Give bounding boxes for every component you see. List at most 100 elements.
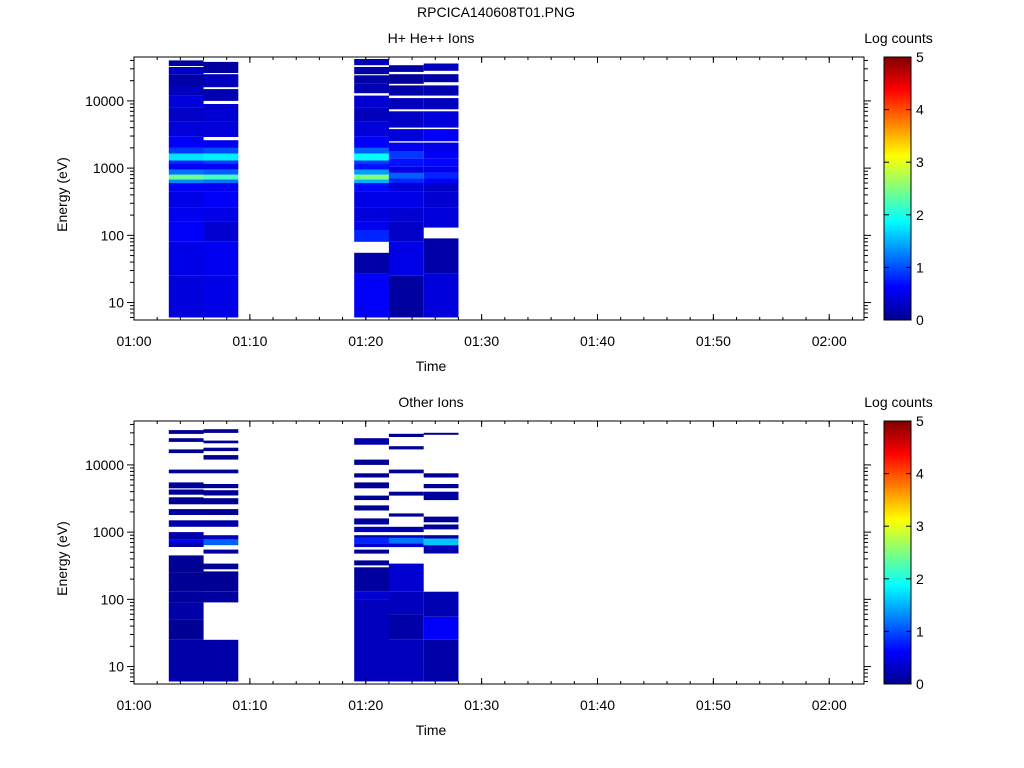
y-tick-label: 10000 [85,93,124,109]
heatmap-cell [388,433,424,437]
heatmap-cell [354,230,389,242]
heatmap-cell [354,67,389,75]
heatmap-cell [423,473,459,478]
heatmap-cell [423,524,459,530]
heatmap-cell [168,85,204,96]
heatmap-cell [168,555,204,573]
heatmap-cell [354,518,389,525]
heatmap-cell [423,549,459,554]
heatmap-cell [423,151,459,159]
heatmap-cell [168,639,204,682]
heatmap-cell [354,164,389,170]
colorbar-tick-label: 5 [916,49,924,65]
heatmap-cell [388,614,424,640]
colorbar-tick-label: 2 [916,207,924,223]
heatmap-cell [354,95,389,108]
heatmap-cell [354,169,389,175]
heatmap-cell [168,542,204,547]
heatmap-cell [168,160,204,165]
heatmap-cell [354,107,389,122]
x-axis-label: Time [416,722,447,738]
heatmap-cell [168,497,204,505]
y-tick-label: 1000 [93,160,124,176]
heatmap-cell [168,469,204,474]
heatmap-cell [388,221,424,242]
y-axis-label: Energy (eV) [54,521,70,596]
heatmap-cell [168,520,204,527]
heatmap-cell [203,591,239,603]
heatmap-cell [203,140,239,148]
heatmap-cell [168,174,204,180]
x-tick-label: 01:10 [232,333,267,349]
heatmap-cell [354,252,389,274]
heatmap-cell [388,491,424,496]
colorbar-tick-label: 0 [916,312,924,328]
heatmap-cell [388,537,424,544]
heatmap-cell [354,136,389,148]
heatmap-cell [168,591,204,603]
panel-title: Other Ions [398,394,463,410]
heatmap-cell [203,447,239,452]
heatmap-cell [388,172,424,179]
heatmap-cell [423,98,459,110]
heatmap-cell [203,160,239,165]
heatmap-cell [168,539,204,543]
heatmap-cell [203,275,239,318]
y-tick-label: 1000 [93,524,124,540]
heatmap-cell [388,65,424,72]
heatmap-cell [168,619,204,640]
heatmap-cell [168,95,204,108]
heatmap-cell [388,543,424,548]
heatmap-cell [423,63,459,71]
heatmap-cell [388,151,424,159]
heatmap-cell [423,111,459,128]
heatmap-cell [354,599,389,682]
heatmap-cell [354,273,389,318]
heatmap-cell [388,241,424,276]
heatmap-cell [388,129,424,142]
heatmap-cell [423,273,459,318]
heatmap-cell [388,275,424,318]
heatmap-cell [388,526,424,533]
heatmap-cell [203,535,239,540]
heatmap-cell [354,482,389,489]
heatmap-cell [168,572,204,592]
heatmap-cell [354,174,389,180]
heatmap-cell [388,191,424,208]
heatmap-cell [388,142,424,151]
heatmap-cell [423,639,459,682]
heatmap-cell [423,432,459,435]
heatmap-cell [168,147,204,154]
heatmap-cell [168,482,204,489]
heatmap-cell [203,429,239,433]
heatmap-cell [203,121,239,137]
y-axis-label: Energy (eV) [54,157,70,232]
colorbar-tick-label: 0 [916,676,924,692]
panel-other-ions: 01:00 01:10 01:20 01:30 01:40 01:50 02:0010100… [54,394,933,738]
heatmap-cell [423,535,459,539]
colorbar-tick-label: 2 [916,571,924,587]
heatmap-cell [423,158,459,167]
plot-frame [133,56,865,321]
heatmap-cell [203,147,239,154]
figure-title: RPCICA140608T01.PNG [417,4,575,20]
heatmap-cell [354,179,389,184]
heatmap-cell [354,535,389,538]
heatmap-cell [354,537,389,544]
heatmap-cell [203,563,239,570]
heatmap-cell [354,207,389,222]
heatmap-cell [354,591,389,600]
heatmap-cell [203,61,239,73]
heatmap-cell [423,166,459,173]
heatmap-cell [203,207,239,222]
heatmap-cell [354,59,389,66]
heatmap-cell [203,153,239,161]
heatmap-cell [203,571,239,592]
heatmap-cell [203,169,239,175]
x-tick-label: 02:00 [812,333,847,349]
heatmap-cell [388,469,424,474]
heatmap-cell [168,509,204,515]
heatmap-cell [168,183,204,192]
heatmap-cell [354,183,389,192]
